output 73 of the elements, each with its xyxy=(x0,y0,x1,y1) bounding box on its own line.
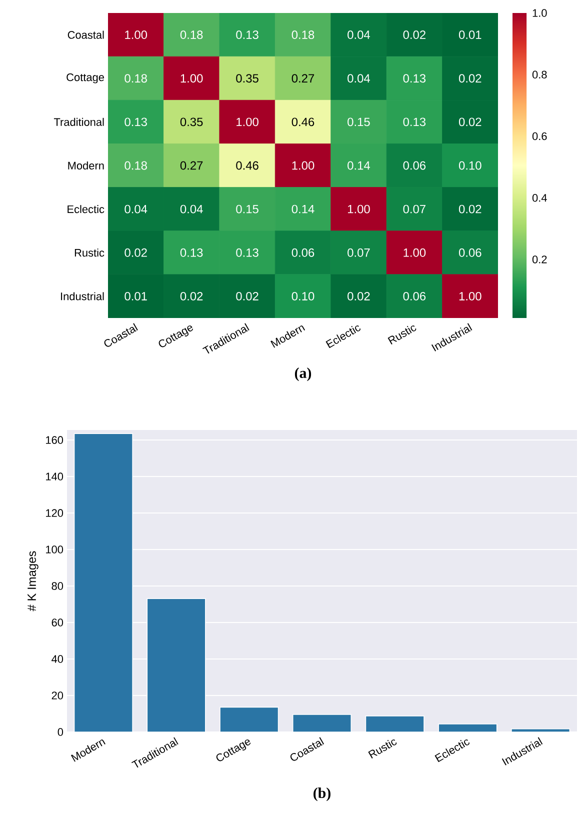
bar xyxy=(366,716,424,732)
color-bar-label: 0.6 xyxy=(532,132,547,140)
data-label: 0.07 xyxy=(403,204,426,214)
data-label: 0.13 xyxy=(180,248,203,257)
data-label: 1.00 xyxy=(348,204,370,214)
data-label: 0.02 xyxy=(458,74,482,83)
color-bar-label: 0.4 xyxy=(532,194,547,202)
data-label: 1.00 xyxy=(292,161,314,170)
data-label: 0.27 xyxy=(292,74,314,83)
data-label: 0.06 xyxy=(403,292,426,300)
data-label: 1.00 xyxy=(459,292,482,300)
color-bar-label: 0.2 xyxy=(532,256,547,264)
bar xyxy=(147,598,206,732)
y-tick-label: 140 xyxy=(46,472,64,480)
data-label: 1.00 xyxy=(404,248,426,257)
y-tick-label: 40 xyxy=(52,655,64,663)
y-axis-title: # K Images xyxy=(28,551,38,612)
data-label: 0.06 xyxy=(292,248,314,257)
data-label: 0.35 xyxy=(236,74,258,83)
y-tick-label: 20 xyxy=(52,692,64,700)
y-tick-label: 120 xyxy=(46,509,64,517)
color-bar-label: 1.0 xyxy=(532,9,547,17)
data-label: 1.00 xyxy=(180,74,203,83)
data-label: 0.10 xyxy=(292,292,314,300)
data-label: 0.04 xyxy=(124,204,148,214)
y-tick-label: 60 xyxy=(52,618,64,626)
color-bar-label: 0.8 xyxy=(532,70,547,78)
y-tick-label: 100 xyxy=(46,546,64,554)
bar xyxy=(220,707,278,732)
data-label: 0.01 xyxy=(124,292,147,300)
data-label: 0.46 xyxy=(292,118,314,126)
y-tick-label: Rustic xyxy=(74,248,104,257)
y-tick-label: Traditional xyxy=(54,118,104,126)
y-tick-label: 0 xyxy=(58,728,64,736)
data-label: 0.04 xyxy=(348,74,370,83)
data-label: 0.13 xyxy=(236,248,258,257)
data-label: 1.00 xyxy=(236,118,258,126)
data-label: 0.18 xyxy=(292,30,314,40)
y-tick-label: Cottage xyxy=(66,73,104,84)
data-label: 0.02 xyxy=(403,30,426,40)
data-label: 0.15 xyxy=(348,118,370,126)
data-label: 0.02 xyxy=(124,248,147,257)
data-label: 1.00 xyxy=(125,30,148,40)
y-tick-label: 80 xyxy=(52,582,64,590)
bar xyxy=(74,434,133,732)
data-label: 0.02 xyxy=(180,292,203,300)
y-tick-label: 160 xyxy=(46,436,64,444)
y-tick-label: Modern xyxy=(68,161,104,170)
text: (a) xyxy=(294,368,312,382)
data-label: 0.06 xyxy=(458,248,482,257)
data-label: 0.14 xyxy=(292,204,314,214)
text: (b) xyxy=(314,788,330,802)
data-label: 0.27 xyxy=(180,161,203,170)
data-label: 0.13 xyxy=(236,30,258,40)
data-label: 0.06 xyxy=(403,161,426,170)
data-label: 0.04 xyxy=(180,204,203,214)
data-label: 0.02 xyxy=(458,204,482,214)
data-label: 0.18 xyxy=(180,30,203,40)
y-tick-label: Coastal xyxy=(68,30,104,39)
data-label: 0.01 xyxy=(458,30,482,40)
bar xyxy=(292,714,352,732)
data-label: 0.04 xyxy=(348,30,370,40)
data-label: 0.13 xyxy=(403,118,426,126)
data-label: 0.15 xyxy=(236,204,258,214)
data-label: 0.13 xyxy=(403,74,426,83)
y-tick-label: Eclectic xyxy=(68,205,104,214)
y-tick-label: Industrial xyxy=(61,292,104,300)
data-label: 0.18 xyxy=(124,161,147,170)
data-label: 0.35 xyxy=(180,118,203,126)
data-label: 0.07 xyxy=(348,248,370,257)
data-label: 0.46 xyxy=(236,161,258,170)
data-label: 0.14 xyxy=(348,161,370,170)
data-label: 0.10 xyxy=(458,161,482,170)
